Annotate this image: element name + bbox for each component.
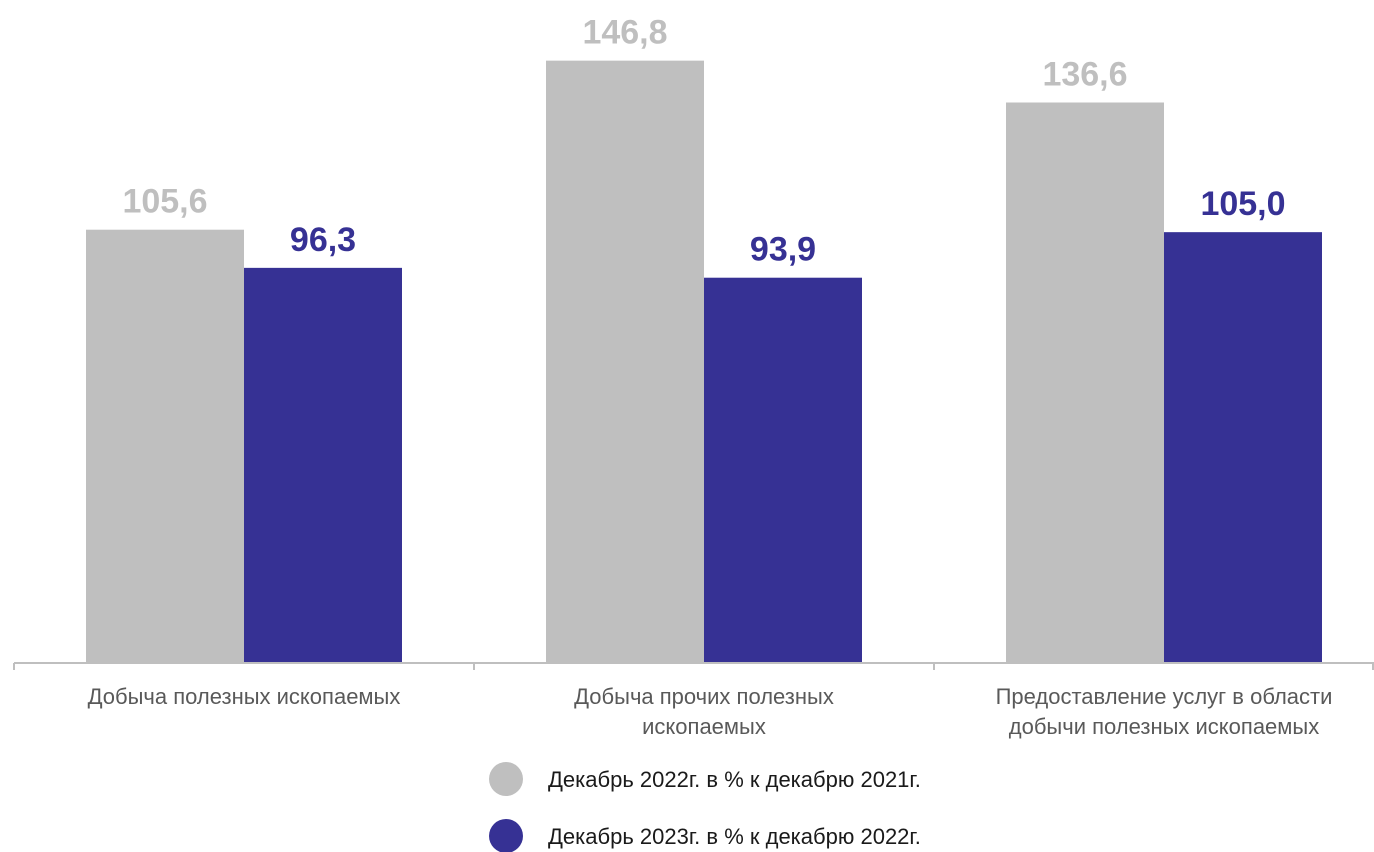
bar-series-2-cat-1 bbox=[244, 267, 402, 663]
legend-marker bbox=[489, 819, 523, 852]
bar-series-1-cat-3 bbox=[1006, 102, 1164, 664]
bar-series-2-cat-3 bbox=[1164, 232, 1322, 663]
legend-label: Декабрь 2023г. в % к декабрю 2022г. bbox=[548, 824, 921, 849]
data-label: 105,6 bbox=[122, 183, 207, 221]
data-label: 136,6 bbox=[1042, 55, 1127, 93]
bar-series-2-cat-2 bbox=[704, 277, 862, 663]
data-label: 96,3 bbox=[290, 221, 356, 259]
category-label: Предоставление услуг в области bbox=[996, 684, 1333, 709]
category-label: Добыча прочих полезных bbox=[574, 684, 834, 709]
bar-series-1-cat-2 bbox=[546, 60, 704, 664]
category-labels: Добыча полезных ископаемых Добыча прочих … bbox=[88, 684, 1333, 739]
legend: Декабрь 2022г. в % к декабрю 2021г. Декаб… bbox=[489, 762, 921, 852]
bars-group: 105,6 96,3 146,8 93,9 136,6 105,0 bbox=[86, 14, 1322, 664]
data-label: 105,0 bbox=[1200, 185, 1285, 223]
bar-series-1-cat-1 bbox=[86, 229, 244, 664]
category-label: Добыча полезных ископаемых bbox=[88, 684, 401, 709]
data-label: 146,8 bbox=[582, 14, 667, 52]
data-label: 93,9 bbox=[750, 231, 816, 269]
category-label: ископаемых bbox=[642, 714, 766, 739]
legend-label: Декабрь 2022г. в % к декабрю 2021г. bbox=[548, 767, 921, 792]
x-axis bbox=[13, 662, 1374, 670]
legend-marker bbox=[489, 762, 523, 796]
category-label: добычи полезных ископаемых bbox=[1009, 714, 1319, 739]
